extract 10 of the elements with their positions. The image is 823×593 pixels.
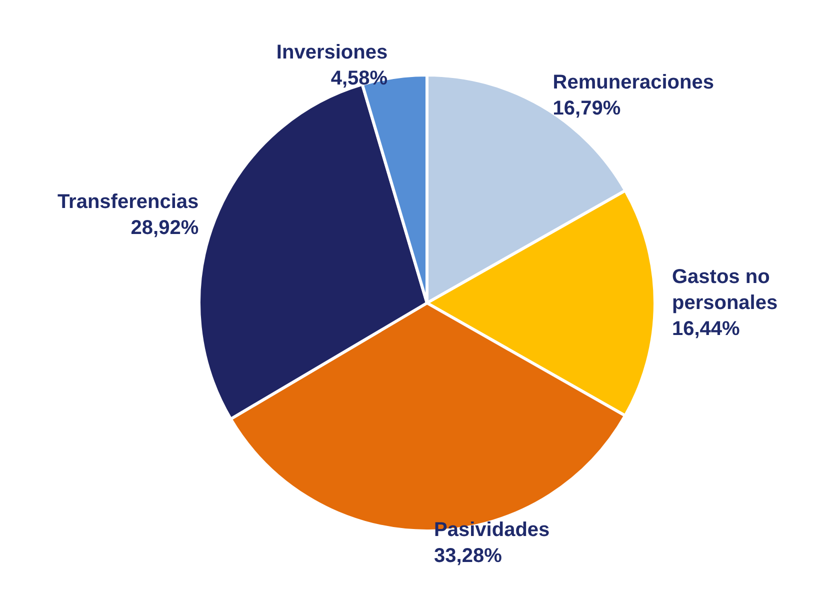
slice-label: Inversiones: [276, 41, 388, 64]
data-label: 33,28%: [434, 544, 502, 567]
slice-label: Remuneraciones: [552, 72, 714, 94]
data-label: 4,58%: [330, 67, 388, 90]
slice-label: Gastos no personales: [672, 266, 778, 314]
slice-label: Transferencias: [57, 191, 199, 214]
slice-label: Pasividades: [434, 518, 550, 541]
data-label: 28,92%: [130, 217, 199, 240]
data-label: 16,79%: [552, 98, 621, 120]
data-label: 16,44%: [672, 318, 740, 340]
